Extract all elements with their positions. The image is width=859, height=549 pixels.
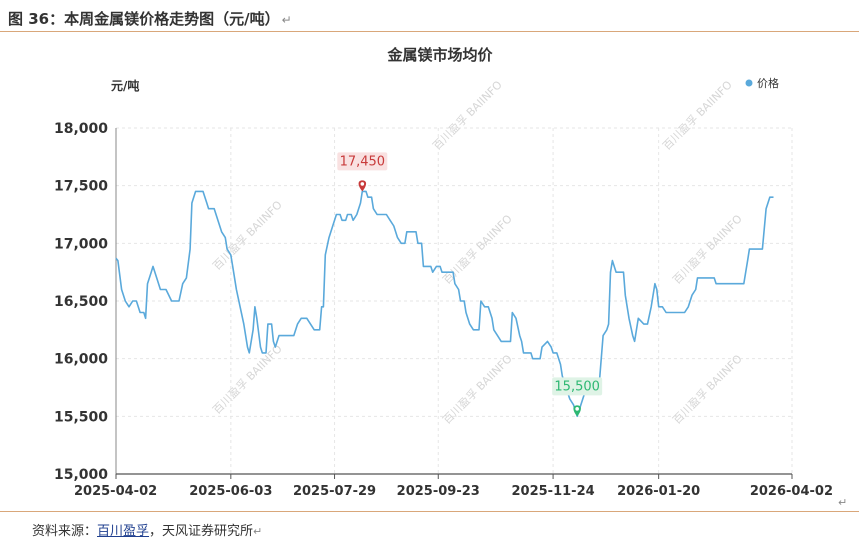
annotation-min: 15,500 [552, 377, 603, 417]
top-rule [0, 31, 859, 32]
watermark-text: 百川盈孚 BAIINFO [660, 78, 735, 153]
annotation-pin-icon [573, 405, 581, 417]
annotation-max: 17,450 [337, 152, 388, 192]
y-tick-label: 18,000 [54, 121, 108, 137]
watermark-text: 百川盈孚 BAIINFO [440, 212, 515, 287]
annotation-label: 17,450 [340, 154, 386, 169]
legend: 价格 [745, 76, 779, 90]
annotation-label-bg [552, 377, 603, 396]
x-tick-label: 2025-06-03 [189, 484, 272, 498]
figure-title-text: 图 36：本周金属镁价格走势图（元/吨） [8, 10, 280, 28]
watermark-text: 百川盈孚 BAIINFO [210, 342, 285, 417]
price-line-chart: 百川盈孚 BAIINFO 百川盈孚 BAIINFO 百川盈孚 BAIINFO 百川盈孚… [54, 46, 833, 498]
y-tick-label: 15,000 [54, 467, 108, 483]
watermark-text: 百川盈孚 BAIINFO [670, 212, 745, 287]
grid-lines [115, 127, 793, 479]
y-tick-label: 16,000 [54, 352, 108, 368]
source-prefix: 资料来源： [32, 524, 98, 539]
y-tick-label: 17,000 [54, 236, 108, 252]
annotation-label: 15,500 [554, 379, 600, 394]
bottom-rule [0, 511, 859, 512]
x-tick-label: 2025-07-29 [293, 484, 376, 498]
x-tick-label: 2025-11-24 [512, 484, 595, 498]
source-link[interactable]: 百川盈孚 [97, 524, 150, 539]
figure-header: 图 36：本周金属镁价格走势图（元/吨） ↵ [8, 2, 859, 32]
chart-title: 金属镁市场均价 [386, 46, 493, 64]
annotation-pin-dot [575, 407, 579, 411]
figure-source: 资料来源：百川盈孚，天风证券研究所↵ [32, 520, 262, 539]
tick-labels: 18,000 17,500 17,000 16,500 16,000 15,500 15,0… [54, 121, 833, 498]
annotation-label-bg [337, 152, 388, 171]
legend-swatch [745, 79, 753, 87]
series-points [115, 191, 774, 418]
source-suffix: ，天风证券研究所 [149, 524, 254, 539]
y-tick-label: 16,500 [54, 294, 108, 310]
annotation-pin-dot [360, 182, 365, 186]
x-tick-label: 2026-04-02 [750, 484, 833, 498]
x-tick-label: 2025-04-02 [74, 484, 157, 498]
y-tick-label: 15,500 [54, 409, 108, 425]
series-line-price [115, 190, 774, 418]
watermark-text: 百川盈孚 BAIINFO [430, 78, 505, 153]
watermark-text: 百川盈孚 BAIINFO [670, 352, 745, 427]
extreme-annotations: 17,450 15,500 [337, 152, 603, 417]
x-tick-label: 2025-09-23 [397, 484, 480, 498]
annotation-pin-icon [358, 180, 367, 192]
figure-title: 图 36：本周金属镁价格走势图（元/吨） ↵ [8, 8, 292, 29]
watermark-layer: 百川盈孚 BAIINFO 百川盈孚 BAIINFO 百川盈孚 BAIINFO 百川盈孚… [210, 78, 745, 427]
y-axis-unit-label: 元/吨 [111, 78, 139, 93]
return-mark-icon: ↵ [838, 496, 848, 509]
legend-label: 价格 [757, 76, 779, 90]
x-tick-label: 2026-01-20 [617, 484, 700, 498]
watermark-text: 百川盈孚 BAIINFO [440, 352, 515, 427]
y-tick-label: 17,500 [54, 179, 108, 195]
axes [115, 128, 792, 475]
return-mark-icon: ↵ [253, 525, 263, 538]
watermark-text: 百川盈孚 BAIINFO [210, 198, 285, 273]
return-mark-icon: ↵ [281, 13, 292, 27]
